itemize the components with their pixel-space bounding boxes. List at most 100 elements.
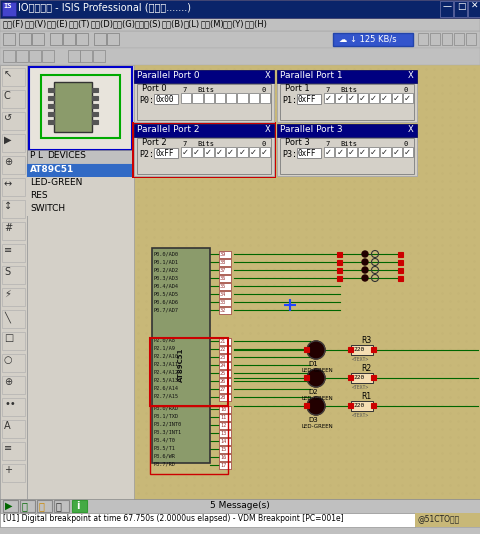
Bar (204, 93, 214, 103)
Bar (304, 347, 309, 352)
Text: P2.5/A13: P2.5/A13 (153, 378, 178, 383)
Bar (454, 1, 467, 17)
Text: 22: 22 (220, 347, 226, 352)
Bar (0, 65, 27, 515)
Text: Bits: Bits (197, 141, 214, 147)
Bar (137, 138, 271, 174)
Bar (0, 513, 480, 527)
Text: ⊕: ⊕ (4, 377, 12, 387)
Text: 14: 14 (220, 439, 226, 444)
Circle shape (362, 275, 368, 281)
Bar (54, 500, 69, 512)
Text: ✓: ✓ (250, 148, 256, 157)
Bar (335, 93, 346, 103)
Bar (219, 259, 231, 266)
Text: P0.2/AD2: P0.2/AD2 (153, 267, 178, 272)
Text: 13: 13 (220, 431, 226, 436)
Bar (249, 93, 259, 103)
Bar (297, 94, 321, 104)
Text: ✓: ✓ (336, 94, 343, 103)
Text: 220: 220 (353, 375, 364, 380)
Text: P2.6/A14: P2.6/A14 (153, 386, 178, 391)
Circle shape (362, 267, 368, 273)
Bar (219, 414, 231, 421)
Bar (304, 403, 309, 408)
Text: 文件(F): 文件(F) (3, 19, 24, 28)
Bar (3, 33, 15, 45)
Bar (371, 347, 376, 352)
Bar (152, 248, 210, 463)
Bar (2, 112, 25, 130)
Bar (2, 376, 25, 394)
Bar (50, 33, 62, 45)
Text: ⚡: ⚡ (4, 289, 11, 299)
Text: 编辑(E): 编辑(E) (47, 19, 69, 28)
Bar (2, 244, 25, 262)
Text: 15: 15 (220, 447, 226, 452)
Bar (48, 104, 54, 108)
Bar (150, 406, 228, 474)
Text: P0.3/AD3: P0.3/AD3 (153, 275, 178, 280)
Bar (403, 93, 413, 103)
Text: R2: R2 (361, 364, 371, 373)
Text: ✓: ✓ (325, 148, 332, 157)
Bar (219, 267, 231, 274)
Text: ✓: ✓ (182, 148, 189, 157)
Bar (94, 33, 106, 45)
Bar (150, 338, 228, 406)
Text: 26: 26 (220, 379, 226, 384)
Bar (219, 338, 231, 345)
Text: ✓: ✓ (325, 94, 332, 103)
Bar (2, 288, 25, 306)
Text: ≡: ≡ (4, 443, 12, 453)
Bar (154, 94, 178, 104)
Text: 33: 33 (220, 300, 226, 305)
Text: 设计(D): 设计(D) (91, 19, 114, 28)
Text: Parallel Port 0: Parallel Port 0 (137, 71, 200, 80)
Text: D3: D3 (308, 417, 318, 423)
Bar (181, 147, 191, 157)
Bar (0, 499, 480, 513)
Text: AT89C51: AT89C51 (178, 348, 184, 382)
Bar (192, 93, 203, 103)
Text: ✓: ✓ (193, 148, 200, 157)
Bar (337, 260, 342, 265)
Text: ↔: ↔ (4, 179, 12, 189)
Bar (154, 148, 178, 158)
Bar (80, 50, 92, 62)
Text: ✓: ✓ (404, 94, 411, 103)
Bar (219, 275, 231, 282)
Text: SWITCH: SWITCH (30, 204, 65, 213)
Text: LED-GREEN: LED-GREEN (302, 396, 334, 401)
Bar (440, 1, 453, 17)
Bar (380, 93, 391, 103)
Text: 21: 21 (220, 339, 226, 344)
Bar (219, 462, 231, 469)
Text: Parallel Port 1: Parallel Port 1 (280, 71, 343, 80)
Bar (333, 33, 413, 46)
Text: ••: •• (4, 399, 16, 409)
Bar (2, 156, 25, 174)
Bar (19, 33, 31, 45)
Text: LED-GREEN: LED-GREEN (302, 368, 334, 373)
Text: P3.3/INT1: P3.3/INT1 (153, 430, 181, 435)
Text: P2.7/A15: P2.7/A15 (153, 394, 178, 399)
Bar (2, 354, 25, 372)
Bar (337, 252, 342, 257)
Bar (324, 147, 334, 157)
Text: P3.1/TXD: P3.1/TXD (153, 414, 178, 419)
Text: 17: 17 (220, 463, 226, 468)
Text: ✓: ✓ (238, 148, 245, 157)
Text: P2.1/A9: P2.1/A9 (153, 346, 175, 351)
Bar (92, 88, 98, 92)
Bar (2, 442, 25, 460)
Text: 0xFF: 0xFF (155, 149, 173, 158)
Text: 0: 0 (261, 87, 265, 93)
Bar (348, 375, 353, 380)
Bar (92, 112, 98, 116)
Text: Port 0: Port 0 (142, 84, 167, 93)
Text: D2: D2 (308, 389, 318, 395)
Text: 帮助(H): 帮助(H) (245, 19, 268, 28)
Text: 23: 23 (220, 355, 226, 360)
Bar (219, 299, 231, 306)
